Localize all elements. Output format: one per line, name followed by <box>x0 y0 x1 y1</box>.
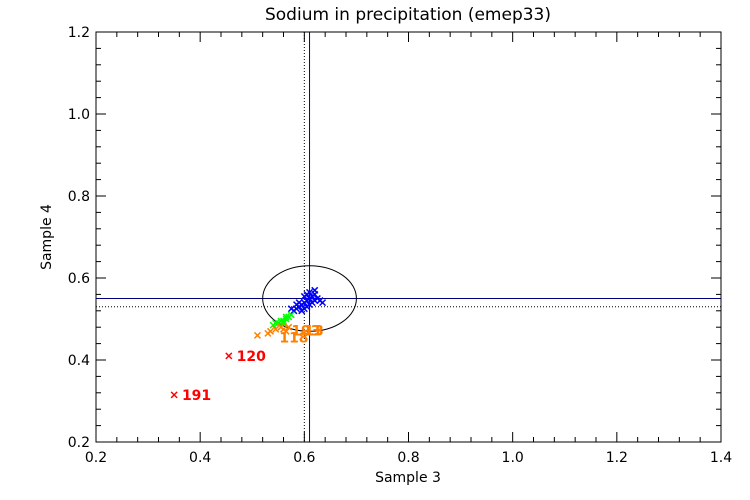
y-tick-label: 0.8 <box>68 189 90 205</box>
x-marker <box>282 313 290 321</box>
x-tick-label: 0.8 <box>397 450 419 466</box>
x-marker <box>279 319 288 327</box>
axis-ticks: 0.2 0.4 0.6 0.8 1.0 1.2 1.4 0.2 0.4 0.6 0.8 1.0 1.2 <box>68 25 732 466</box>
x-tick-label: 1.0 <box>502 450 524 466</box>
x-marker <box>272 325 280 333</box>
x-marker <box>295 299 303 307</box>
x-marker <box>253 331 261 339</box>
x-tick-label: 1.2 <box>606 450 628 466</box>
x-marker <box>170 391 178 399</box>
y-tick-label: 0.6 <box>68 271 90 287</box>
x-marker <box>287 305 295 313</box>
y-tick-label: 0.4 <box>68 353 90 369</box>
y-tick-label: 1.2 <box>68 25 90 41</box>
data-points <box>170 286 327 399</box>
x-tick-label: 0.4 <box>189 450 211 466</box>
confidence-ellipse <box>262 265 357 332</box>
x-marker <box>272 319 280 327</box>
x-marker <box>282 327 290 335</box>
point-label: 120 <box>237 349 266 365</box>
x-marker <box>306 288 314 296</box>
reference-lines <box>96 32 721 442</box>
plot-frame <box>95 31 722 443</box>
chart-title: Sodium in precipitation (emep33) <box>265 5 551 25</box>
x-tick-label: 1.4 <box>710 450 732 466</box>
point-label: 193 <box>291 323 320 339</box>
point-label: 118 <box>279 330 308 346</box>
x-axis-label: Sample 3 <box>375 470 441 486</box>
x-marker <box>287 311 295 319</box>
y-axis-label: Sample 4 <box>39 204 55 270</box>
point-label: 13 <box>304 323 323 339</box>
x-marker <box>285 323 293 331</box>
x-tick-label: 0.2 <box>85 450 107 466</box>
x-marker <box>225 352 233 360</box>
x-tick-label: 0.6 <box>293 450 315 466</box>
ellipse-outline <box>262 265 357 332</box>
point-label: 191 <box>182 388 211 404</box>
x-marker <box>319 299 327 307</box>
x-marker <box>266 327 275 335</box>
y-tick-label: 0.2 <box>68 435 90 451</box>
x-marker <box>311 286 319 294</box>
x-marker <box>300 292 308 300</box>
y-tick-label: 1.0 <box>68 107 90 123</box>
